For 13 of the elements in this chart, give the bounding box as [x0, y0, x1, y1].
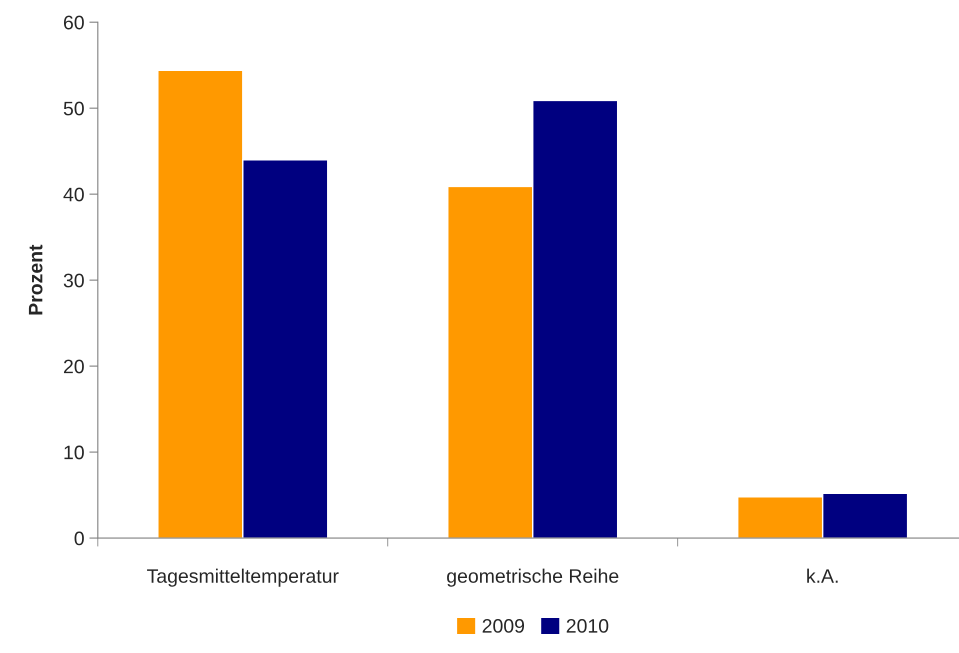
y-tick-label: 10	[64, 446, 84, 460]
x-tick-label: geometrische Reihe	[447, 568, 618, 587]
y-tick-label: 60	[64, 16, 84, 30]
x-tick-label: Tagesmitteltemperatur	[147, 568, 339, 587]
y-tick-label: 40	[63, 188, 84, 202]
y-tick-label: 50	[64, 102, 84, 116]
y-tick-label: 30	[64, 274, 84, 288]
x-tick-label: k.A.	[807, 568, 838, 583]
y-tick-label: 20	[64, 360, 84, 374]
legend-label: 2010	[566, 619, 608, 633]
y-tick-label: 0	[74, 532, 84, 546]
y-axis-title: Prozent	[28, 244, 42, 314]
legend-label: 2009	[482, 619, 524, 633]
